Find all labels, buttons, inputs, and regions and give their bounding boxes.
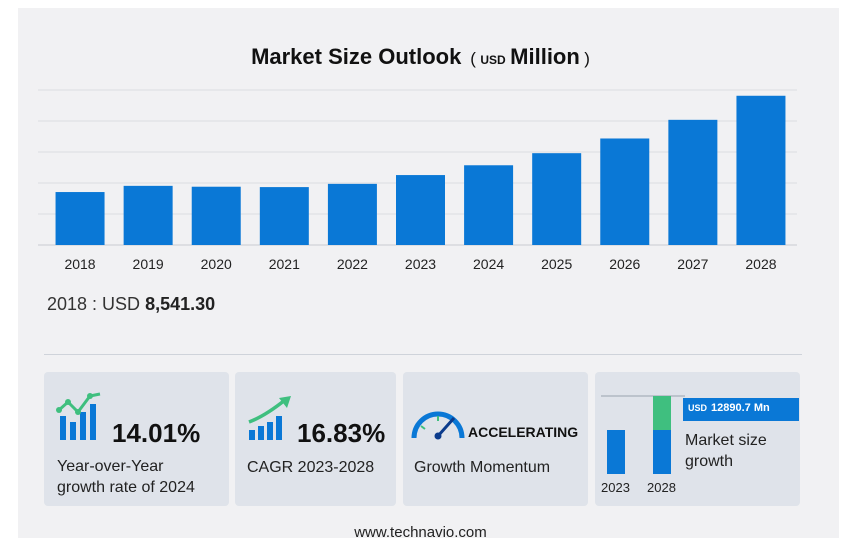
cagr-label: CAGR 2023-2028 — [247, 459, 375, 476]
title-currency: USD — [480, 53, 506, 67]
x-tick-label: 2022 — [337, 256, 368, 272]
mini-bar-2028-growth — [653, 396, 671, 430]
growth-label-line2: growth — [685, 453, 734, 470]
mini-bar-2023 — [607, 430, 625, 474]
badge-value: 12890.7 Mn — [711, 402, 770, 414]
trend-up-icon — [248, 396, 291, 440]
bar-2027 — [668, 119, 718, 245]
x-tick-label: 2023 — [405, 256, 436, 272]
growth-chart-icon — [56, 392, 101, 440]
card-cagr: 16.83% CAGR 2023-2028 — [235, 372, 396, 506]
growth-label-line1: Market size — [685, 432, 767, 449]
yoy-label-line2: growth rate of 2024 — [57, 479, 195, 496]
bar-2018 — [55, 192, 105, 245]
x-tick-label: 2028 — [745, 256, 776, 272]
badge-bg — [683, 398, 799, 421]
speedometer-icon — [411, 411, 465, 440]
title-main: Market Size Outlook — [251, 44, 462, 69]
momentum-value: ACCELERATING — [468, 424, 579, 440]
footer-url: www.technavio.com — [354, 524, 487, 541]
x-tick-label: 2024 — [473, 256, 504, 272]
x-tick-label: 2027 — [677, 256, 708, 272]
bar-2022 — [327, 183, 377, 245]
mini-year-end: 2028 — [647, 480, 676, 495]
divider — [44, 354, 802, 355]
mini-bar-2028-base — [653, 430, 671, 474]
x-tick-label: 2025 — [541, 256, 572, 272]
cagr-value: 16.83% — [297, 418, 386, 448]
bar-2028 — [736, 95, 786, 246]
badge-currency: USD — [688, 403, 708, 413]
bar-2020 — [191, 186, 241, 245]
bar-2026 — [600, 138, 650, 245]
bar-chart: 2018 2019 2020 2021 2022 2023 2024 2025 2026 2027… — [38, 89, 797, 272]
base-value-number: 8,541.30 — [145, 294, 216, 314]
yoy-label-line1: Year-over-Year — [57, 458, 164, 475]
bar-2019 — [123, 185, 173, 245]
bar-2021 — [259, 187, 309, 245]
yoy-value: 14.01% — [112, 418, 201, 448]
mini-year-start: 2023 — [601, 480, 630, 495]
card-momentum: ACCELERATING Growth Momentum — [403, 372, 588, 506]
x-tick-label: 2019 — [133, 256, 164, 272]
x-tick-label: 2021 — [269, 256, 300, 272]
title-unit: Million — [510, 44, 580, 69]
bar-2024 — [464, 165, 514, 245]
momentum-label: Growth Momentum — [414, 459, 551, 476]
card-market-growth: USD 12890.7 Mn Market size growth 2023 2… — [595, 372, 800, 506]
x-tick-label: 2020 — [201, 256, 232, 272]
bar-2023 — [396, 175, 445, 245]
x-tick-label: 2026 — [609, 256, 640, 272]
base-year-value: 2018 : USD 8,541.30 — [47, 294, 216, 314]
bar-2025 — [532, 153, 582, 245]
card-yoy-growth: 14.01% Year-over-Year growth rate of 202… — [44, 372, 229, 506]
chart-title: Market Size Outlook ( USD Million ) — [251, 44, 590, 69]
mini-growth-chart — [601, 395, 799, 474]
x-tick-label: 2018 — [64, 256, 95, 272]
